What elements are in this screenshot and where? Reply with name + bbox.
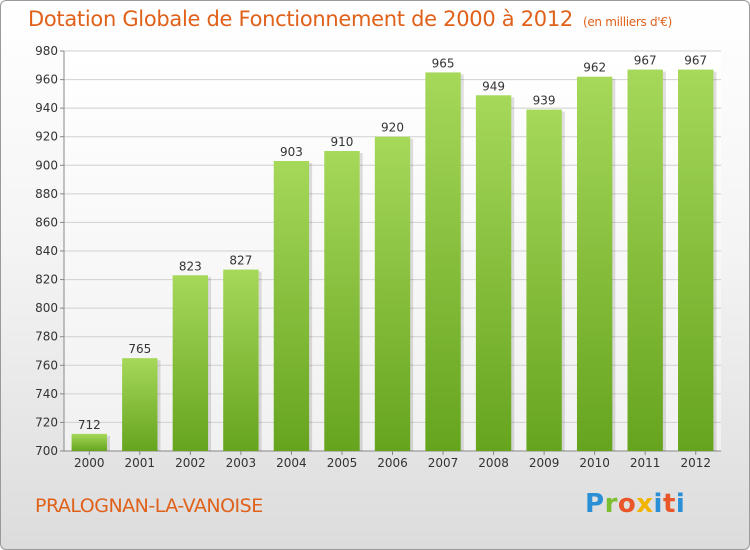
y-tick-label: 920	[35, 130, 58, 144]
bar-value-label: 949	[482, 79, 505, 93]
bar	[526, 109, 562, 452]
y-tick-label: 880	[35, 187, 58, 201]
x-tick-label: 2004	[276, 456, 307, 470]
y-tick-label: 700	[35, 444, 58, 458]
bar	[678, 69, 714, 452]
bar-value-label: 712	[78, 418, 101, 432]
y-tick-label: 740	[35, 387, 58, 401]
chart-title-text: Dotation Globale de Fonctionnement de 20…	[28, 7, 573, 31]
x-tick-label: 2012	[680, 456, 711, 470]
y-tick-label: 760	[35, 358, 58, 372]
bar-value-label: 920	[381, 121, 404, 135]
bar-value-label: 962	[583, 61, 606, 75]
bar	[273, 161, 310, 451]
bar-value-label: 827	[229, 254, 252, 268]
proxiti-logo: Proxiti	[585, 489, 686, 519]
x-tick-label: 2000	[74, 456, 105, 470]
x-tick-label: 2009	[529, 456, 560, 470]
y-tick-label: 940	[35, 101, 58, 115]
y-tick-label: 840	[35, 244, 58, 258]
y-tick-label: 720	[35, 415, 58, 429]
y-tick-label: 980	[35, 44, 58, 58]
y-tick-label: 960	[35, 73, 58, 87]
bar-value-label: 939	[533, 94, 556, 108]
bar-value-label: 965	[432, 56, 455, 70]
y-tick-label: 780	[35, 330, 58, 344]
bar	[627, 69, 663, 452]
x-tick-label: 2001	[125, 456, 156, 470]
x-tick-label: 2002	[175, 456, 206, 470]
commune-name: PRALOGNAN-LA-VANOISE	[35, 495, 263, 517]
x-axis-ticks: 2000 2001 2002 2003 2004 2005 2006 2007 2008 2009…	[74, 451, 711, 470]
bar-value-label: 910	[331, 135, 354, 149]
bar-value-label: 823	[179, 259, 202, 273]
bar	[576, 76, 613, 451]
chart-title: Dotation Globale de Fonctionnement de 20…	[28, 7, 672, 31]
x-tick-label: 2006	[377, 456, 408, 470]
value-labels: 712 765 823 827 903 910 920 965 949 939 962 967 967	[78, 54, 707, 432]
bar	[223, 269, 259, 451]
bar	[425, 72, 461, 451]
y-tick-label: 820	[35, 273, 58, 287]
chart-unit-note: (en milliers d'€)	[582, 15, 672, 29]
bar-value-label: 903	[280, 145, 303, 159]
y-tick-label: 860	[35, 215, 58, 229]
bar-value-label: 967	[684, 54, 707, 68]
bar	[122, 358, 158, 451]
x-tick-label: 2005	[327, 456, 358, 470]
x-tick-label: 2011	[630, 456, 661, 470]
bar	[324, 151, 360, 451]
bar	[374, 136, 411, 451]
y-tick-label: 800	[35, 301, 58, 315]
x-tick-label: 2010	[579, 456, 610, 470]
x-tick-label: 2007	[428, 456, 459, 470]
bar-value-label: 967	[634, 54, 657, 68]
bar	[172, 275, 209, 451]
x-tick-label: 2008	[478, 456, 509, 470]
bar-value-label: 765	[128, 342, 151, 356]
x-tick-label: 2003	[226, 456, 257, 470]
bars	[71, 69, 717, 452]
y-tick-label: 900	[35, 158, 58, 172]
bar	[71, 433, 107, 451]
bar	[475, 95, 512, 452]
